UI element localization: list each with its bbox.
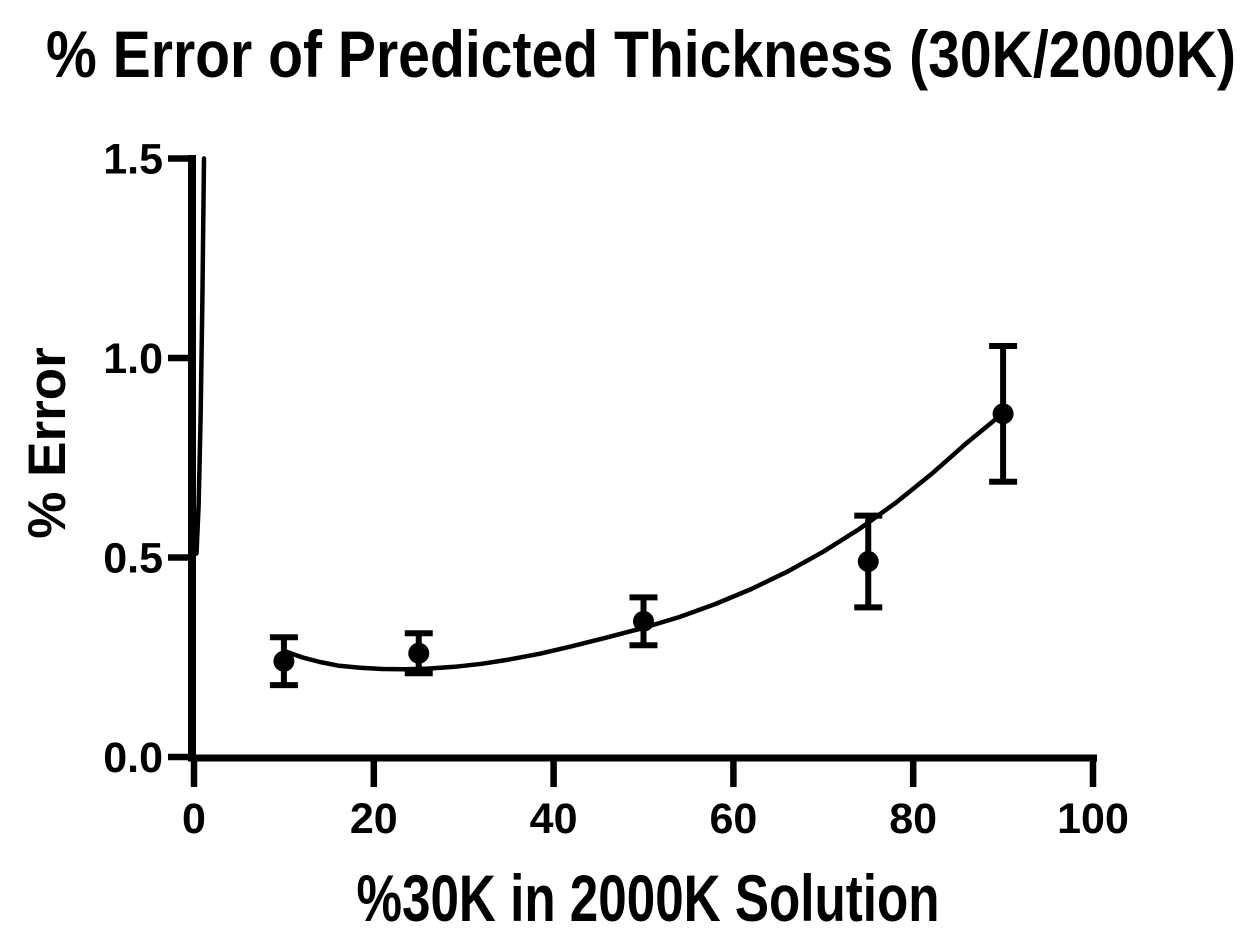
- y-tick-label: 1.5: [103, 136, 163, 184]
- fit-curve: [281, 410, 1006, 672]
- x-tick-label: 100: [1057, 795, 1129, 843]
- x-tick-label: 60: [709, 795, 757, 843]
- x-axis-label: %30K in 2000K Solution: [357, 861, 940, 935]
- data-point: [273, 650, 295, 672]
- plot-area: 0.0 0.5 1.0 1.5 0 20 40 60 80 100: [103, 136, 1129, 844]
- data-point: [408, 642, 430, 664]
- data-point: [633, 610, 654, 632]
- data-point: [857, 550, 879, 572]
- y-tick-label: 0.5: [103, 535, 163, 583]
- data-point: [992, 403, 1014, 425]
- y-tick-label: 0.0: [103, 734, 163, 782]
- x-tick-label: 40: [530, 795, 578, 843]
- fit-curve-left-branch: [194, 156, 207, 556]
- x-tick-label: 20: [350, 795, 398, 843]
- x-tick-label: 80: [889, 795, 937, 843]
- x-tick-label: 0: [182, 795, 206, 843]
- chart-title: % Error of Predicted Thickness (30K/2000…: [46, 17, 1236, 91]
- y-axis-label: % Error: [18, 347, 77, 538]
- y-tick-label: 1.0: [103, 335, 163, 383]
